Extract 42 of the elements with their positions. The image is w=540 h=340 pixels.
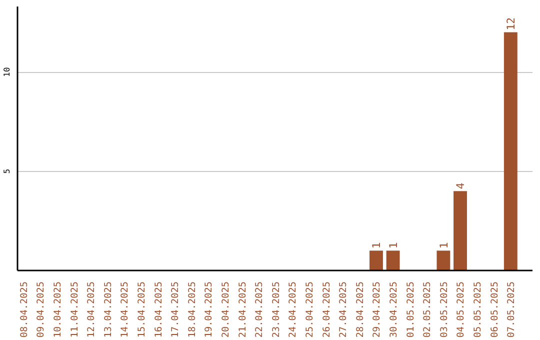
data-label: 4 bbox=[454, 182, 468, 190]
x-tick-label: 16.04.2025 bbox=[153, 281, 164, 338]
x-tick-label: 19.04.2025 bbox=[204, 281, 215, 338]
x-tick-label: 23.04.2025 bbox=[270, 281, 282, 338]
bar bbox=[454, 191, 467, 270]
x-tick-label: 10.04.2025 bbox=[52, 281, 64, 338]
data-label: 1 bbox=[370, 242, 384, 249]
x-tick-label: 20.04.2025 bbox=[220, 281, 232, 338]
x-tick-label: 03.05.2025 bbox=[438, 281, 450, 338]
x-tick-label: 06.05.2025 bbox=[489, 281, 500, 338]
bar bbox=[436, 250, 450, 270]
data-label: 12 bbox=[504, 17, 518, 30]
x-tick-label: 30.04.2025 bbox=[388, 281, 400, 338]
data-label: 1 bbox=[387, 242, 400, 249]
x-tick-label: 11.04.2025 bbox=[69, 281, 80, 338]
x-tick-label: 25.04.2025 bbox=[304, 281, 316, 338]
x-tick-label: 14.04.2025 bbox=[120, 281, 131, 338]
x-tick-label: 28.04.2025 bbox=[354, 281, 366, 338]
x-tick-label: 09.04.2025 bbox=[36, 281, 47, 338]
x-tick-label: 18.04.2025 bbox=[186, 281, 198, 338]
x-tick-label: 02.05.2025 bbox=[422, 281, 434, 338]
x-tick-label: 01.05.2025 bbox=[405, 281, 416, 338]
x-tick-label: 12.04.2025 bbox=[86, 281, 98, 338]
x-tick-label: 15.04.2025 bbox=[136, 281, 148, 338]
x-tick-label: 24.04.2025 bbox=[288, 281, 299, 338]
x-tick-label: 07.05.2025 bbox=[506, 281, 518, 338]
x-tick-label: 21.04.2025 bbox=[237, 281, 248, 338]
bar bbox=[370, 250, 383, 270]
x-tick-label: 26.04.2025 bbox=[321, 281, 332, 338]
x-tick-label: 08.04.2025 bbox=[18, 281, 30, 338]
bar bbox=[386, 250, 400, 270]
x-tick-label: 29.04.2025 bbox=[372, 281, 383, 338]
y-tick-label: 10 bbox=[2, 67, 12, 77]
x-tick-label: 05.05.2025 bbox=[472, 281, 484, 338]
x-tick-label: 17.04.2025 bbox=[170, 281, 182, 338]
bar bbox=[504, 32, 518, 270]
x-tick-label: 27.04.2025 bbox=[338, 281, 350, 338]
y-tick-label: 5 bbox=[2, 168, 12, 174]
x-tick-label: 04.05.2025 bbox=[456, 281, 467, 338]
x-tick-label: 13.04.2025 bbox=[102, 281, 114, 338]
data-label: 1 bbox=[437, 242, 450, 249]
x-tick-label: 22.04.2025 bbox=[254, 281, 266, 338]
